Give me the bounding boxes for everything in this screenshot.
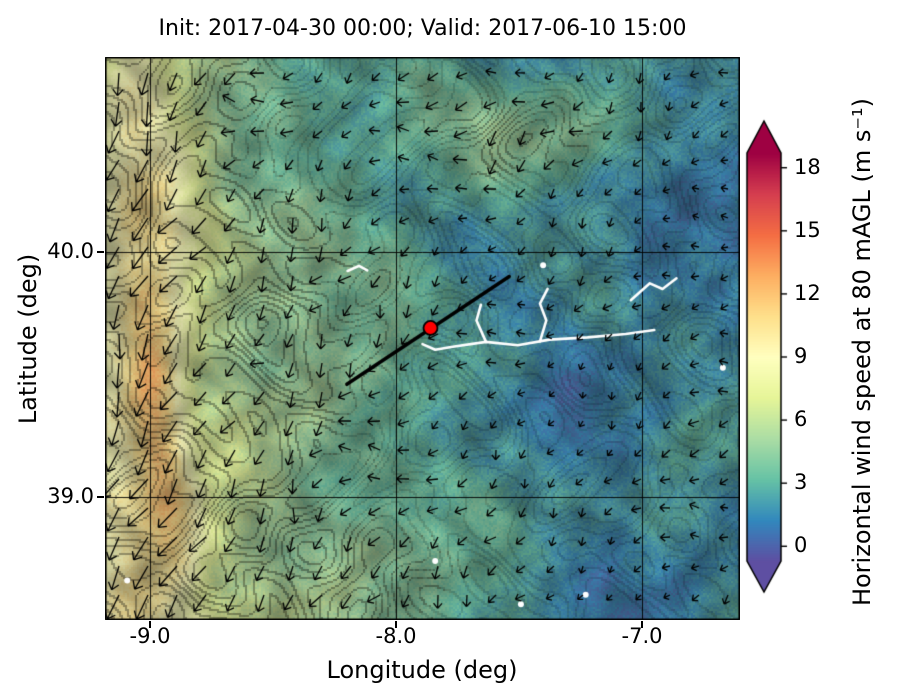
x-tick-mark — [395, 621, 397, 628]
x-tick-mark — [149, 621, 151, 628]
map-plot-canvas — [105, 57, 740, 620]
colorbar-tick-label: 18 — [794, 155, 821, 179]
plot-title: Init: 2017-04-30 00:00; Valid: 2017-06-1… — [158, 16, 687, 41]
colorbar-tick-label: 6 — [794, 407, 808, 431]
colorbar-tick-label: 3 — [794, 470, 808, 494]
x-tick-mark — [641, 621, 643, 628]
y-tick-label: 40.0 — [47, 239, 94, 263]
x-tick-label: -8.0 — [375, 624, 417, 648]
y-tick-mark — [97, 251, 104, 253]
x-tick-label: -9.0 — [129, 624, 171, 648]
x-axis-label: Longitude (deg) — [326, 656, 518, 684]
colorbar-tick-label: 9 — [794, 344, 808, 368]
colorbar-tick-label: 15 — [794, 218, 821, 242]
y-tick-label: 39.0 — [47, 484, 94, 508]
colorbar-tick-label: 12 — [794, 281, 821, 305]
colorbar-tick-label: 0 — [794, 533, 808, 557]
colorbar-axis-label: Horizontal wind speed at 80 mAGL (m s⁻¹) — [848, 97, 876, 607]
y-axis-label: Latitude (deg) — [14, 253, 42, 425]
y-tick-mark — [97, 496, 104, 498]
x-tick-label: -7.0 — [621, 624, 663, 648]
colorbar — [745, 118, 791, 600]
